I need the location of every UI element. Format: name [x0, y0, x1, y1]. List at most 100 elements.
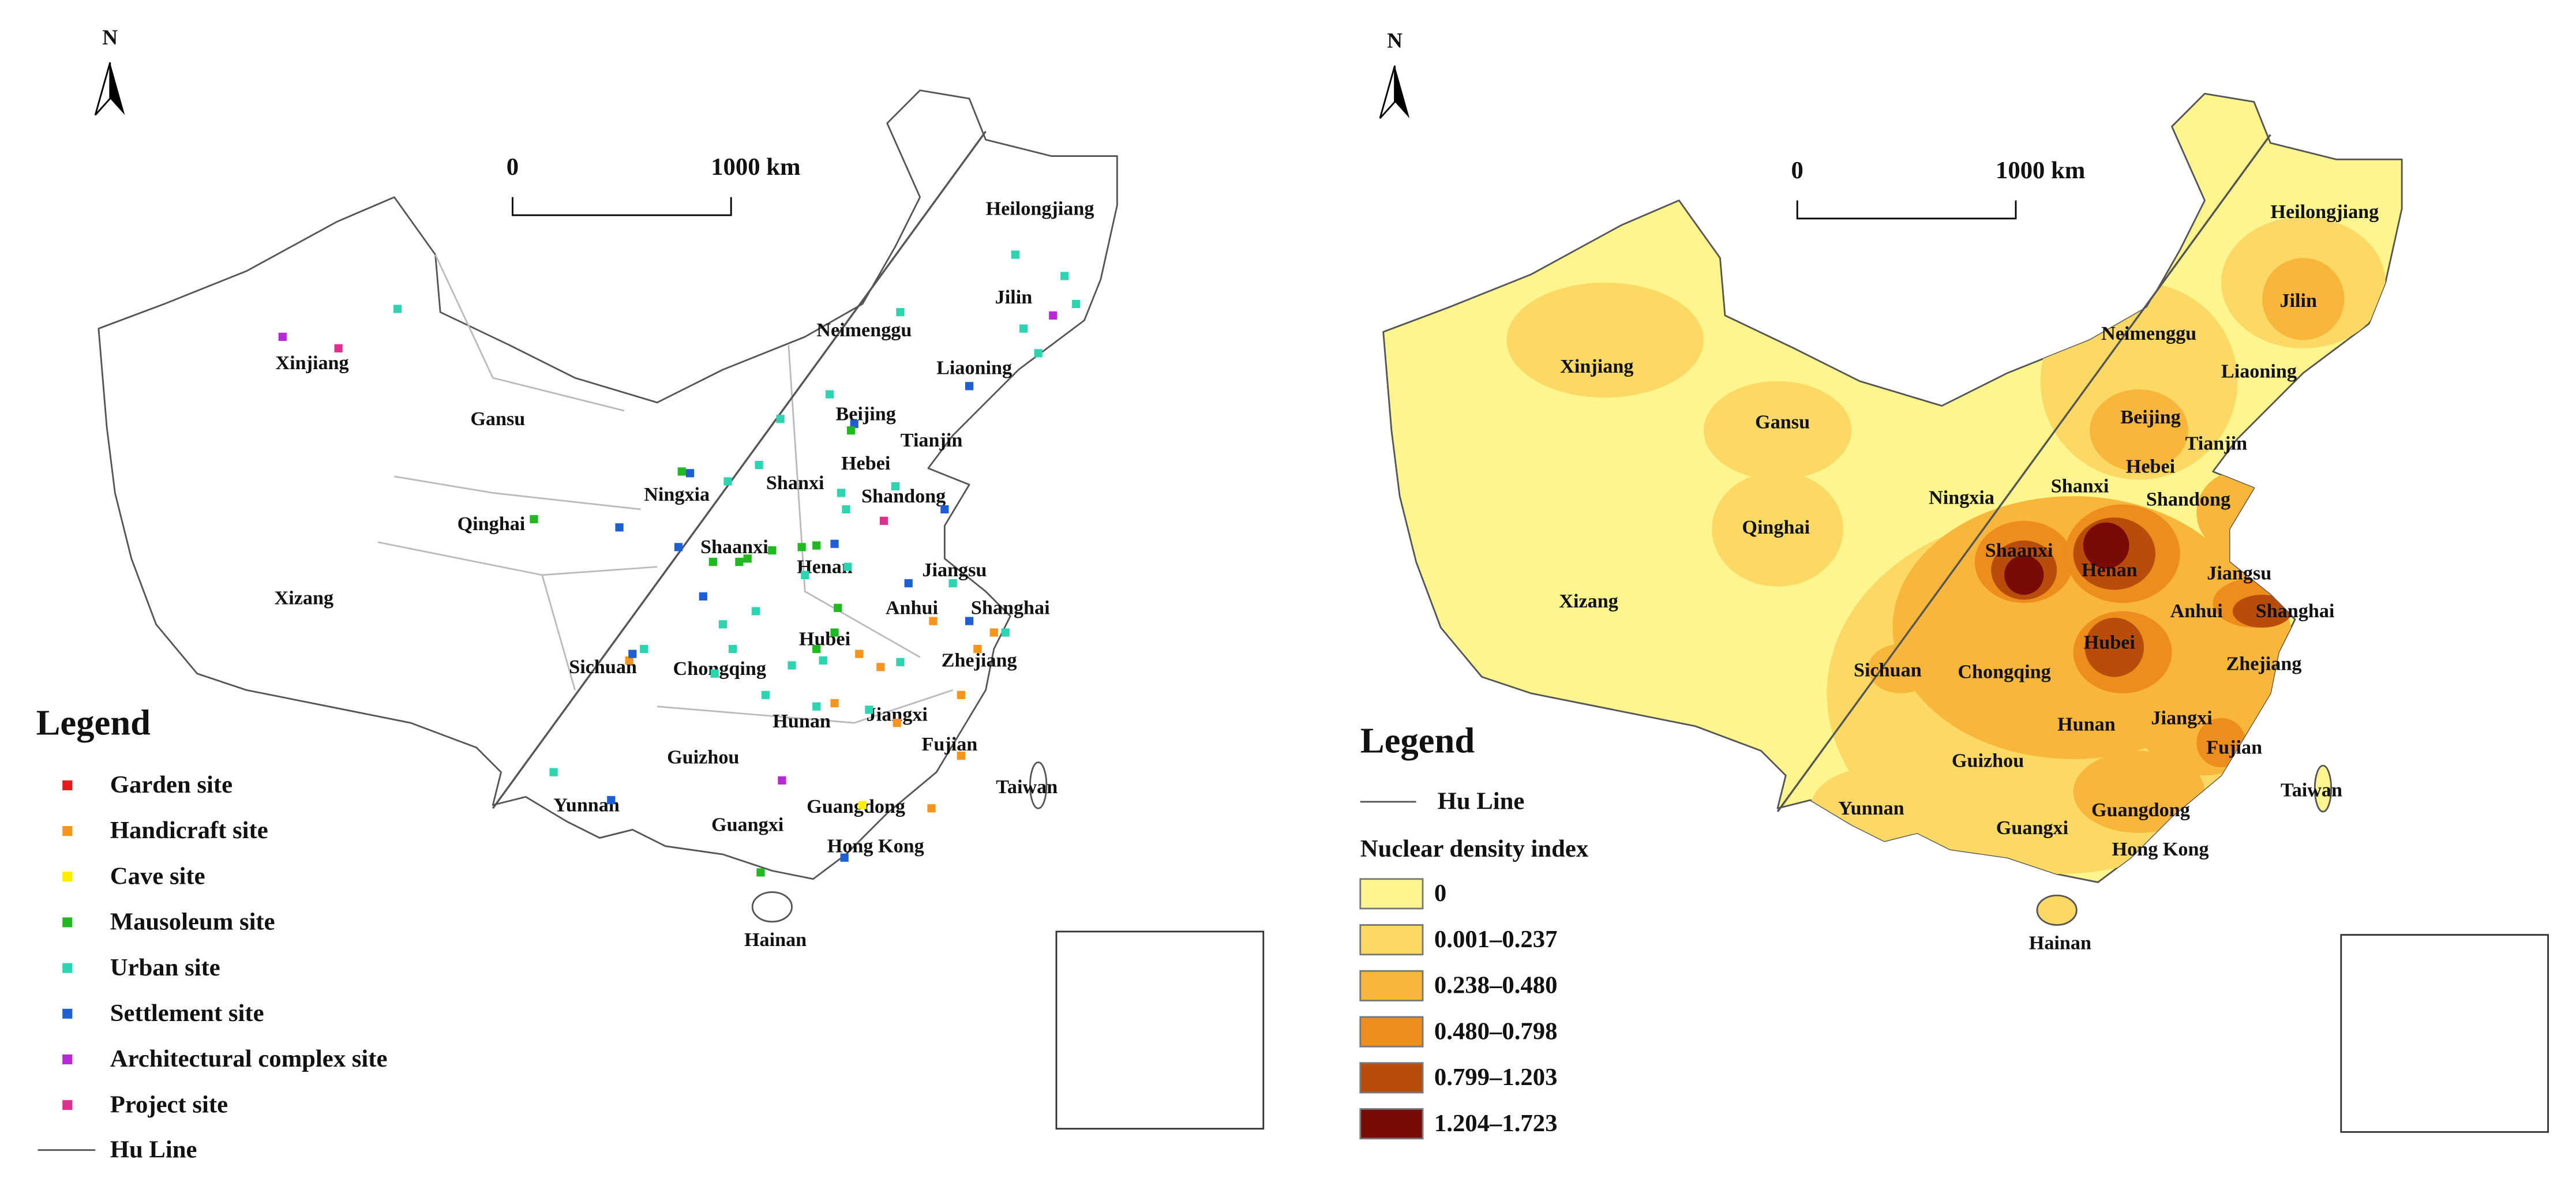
legend-title: Legend	[1360, 720, 1475, 761]
legend-swatch	[62, 963, 73, 973]
site-point	[768, 546, 777, 555]
province-borders	[377, 254, 954, 724]
legend-label: Settlement site	[110, 1000, 264, 1027]
site-point	[989, 628, 998, 637]
site-point	[893, 719, 901, 727]
site-point	[1049, 311, 1058, 320]
density-zone	[2196, 471, 2279, 554]
province-label: Anhui	[886, 598, 938, 619]
density-zone	[2262, 258, 2345, 340]
legend-label: 0.480–0.798	[1434, 1018, 1557, 1045]
site-point	[929, 617, 938, 625]
scale-start: 0	[507, 153, 519, 181]
country-outline	[98, 89, 1118, 880]
site-point	[743, 554, 752, 563]
scale-end: 1000 km	[1996, 157, 2085, 184]
legend-title: Legend	[36, 702, 151, 742]
province-label: Jiangsu	[2207, 563, 2271, 584]
province-label: Tianjin	[2185, 433, 2248, 455]
province-label: Fujian	[2206, 737, 2262, 759]
province-label: Hubei	[799, 629, 850, 650]
site-point	[837, 489, 846, 497]
site-point	[965, 382, 974, 391]
legend-label: 0.799–1.203	[1434, 1064, 1557, 1091]
north-arrow	[94, 62, 111, 116]
density-zone	[2083, 522, 2129, 569]
site-point	[879, 516, 888, 525]
north-label: N	[1387, 29, 1403, 53]
site-point	[850, 419, 858, 428]
site-point	[896, 308, 905, 317]
island	[2313, 764, 2333, 813]
province-label: Shandong	[2146, 489, 2230, 511]
province-label: Guangxi	[711, 814, 783, 835]
site-point	[615, 523, 624, 532]
inset-frame	[2340, 934, 2549, 1133]
north-arrow	[110, 62, 125, 115]
province-label: Hong Kong	[2112, 839, 2209, 860]
province-label: Hunan	[773, 711, 831, 732]
legend-label: Handicraft site	[110, 817, 268, 844]
site-point	[797, 543, 806, 551]
site-point	[640, 644, 648, 654]
legend-label: Project site	[110, 1091, 228, 1118]
province-label: Zhejiang	[2226, 653, 2301, 674]
legend-label: 0.001–0.237	[1434, 926, 1557, 953]
density-zone	[2232, 595, 2292, 628]
legend-swatch	[62, 1008, 73, 1019]
site-point	[957, 690, 965, 699]
province-label: Hebei	[2126, 456, 2175, 478]
legend-swatch	[1359, 970, 1424, 1001]
province-label: Henan	[2082, 560, 2138, 581]
site-point	[840, 853, 849, 862]
site-point	[628, 650, 637, 658]
site-point	[830, 539, 839, 548]
left-decor: N 0 1000 km	[94, 26, 801, 216]
legend-label: Urban site	[110, 954, 220, 981]
scale-bar	[512, 197, 732, 216]
province-label: Xinjiang	[275, 352, 348, 374]
province-label: Hunan	[2057, 714, 2116, 735]
legend-swatch	[1359, 878, 1424, 910]
site-point	[723, 477, 732, 486]
province-label: Hainan	[2029, 933, 2091, 954]
density-zone	[1868, 644, 1934, 693]
site-point	[1072, 299, 1081, 309]
density-zone	[1703, 381, 1852, 480]
density-zone	[1506, 282, 1704, 398]
province-label: Hainan	[744, 929, 807, 951]
site-point	[393, 305, 402, 313]
province-label: Hong Kong	[827, 835, 924, 857]
north-arrow	[1379, 65, 1396, 119]
province-label: Jilin	[995, 287, 1033, 308]
right-map: Heilongjiang Jilin Neimenggu Liaoning Xinjia…	[1382, 92, 2549, 1133]
legend-label: Cave site	[110, 862, 205, 890]
density-zone	[2004, 555, 2044, 595]
province-label: Heilongjiang	[2270, 201, 2379, 223]
legend-subtitle: Nuclear density index	[1360, 835, 1589, 862]
province-label: Guangdong	[807, 796, 905, 817]
site-point	[904, 579, 913, 588]
legend-label: Garden site	[110, 771, 233, 798]
province-label: Yunnan	[1838, 798, 1904, 819]
legend-swatch	[62, 1100, 73, 1110]
province-label: Taiwan	[996, 776, 1058, 798]
site-point	[685, 469, 695, 478]
site-point	[965, 617, 974, 625]
province-label: Chongqing	[1958, 662, 2050, 683]
site-point	[756, 868, 765, 877]
site-point	[607, 795, 616, 805]
site-point	[278, 332, 287, 341]
legend-swatch	[62, 780, 73, 790]
site-point	[812, 644, 821, 654]
site-point	[1060, 272, 1069, 280]
site-point	[830, 699, 839, 708]
province-label: Sichuan	[1854, 660, 1922, 681]
site-point	[957, 752, 965, 760]
site-point	[812, 702, 821, 711]
legend-swatch	[62, 826, 73, 836]
site-point	[855, 650, 864, 658]
province-label: Liaoning	[2221, 361, 2297, 382]
site-point	[830, 628, 839, 637]
